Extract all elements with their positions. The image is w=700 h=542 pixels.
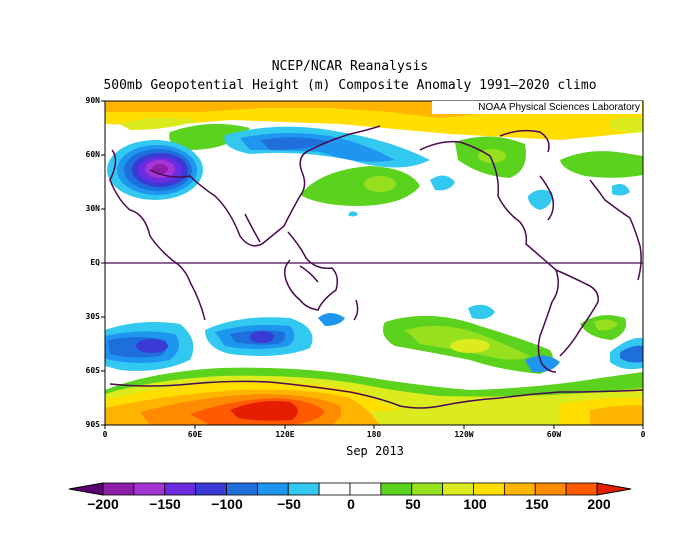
colorbar-tick-label: −200 [87,496,119,512]
lat-label: 30N [85,204,100,213]
colorbar-box [318,482,351,496]
colorbar-box [503,482,536,496]
lat-label: 90N [85,96,100,105]
lat-label: EQ [90,258,100,267]
colorbar-box [287,482,320,496]
lat-label: 60S [85,366,100,375]
colorbar-box [534,482,567,496]
anomaly-field [105,101,643,425]
lon-label: 120W [454,430,474,439]
lon-label: 120E [275,430,295,439]
colorbar-tick-label: 100 [463,496,487,512]
lon-label: 0 [102,430,108,439]
chart-title: NCEP/NCAR Reanalysis [271,59,429,74]
colorbar-end-high [596,482,632,496]
lon-label: 60W [546,430,562,439]
atlantic-positive [560,151,643,178]
lon-label: 60E [187,430,203,439]
axis-ticks [101,100,644,429]
north-pacific-positive [300,166,420,206]
lon-label: 180 [366,430,382,439]
credit-label: NOAA Physical Sciences Laboratory [432,101,642,114]
colorbar-box [195,482,227,496]
lat-label: 30S [85,312,100,321]
colorbar-tick-label: 0 [347,496,355,512]
colorbar-box [411,482,444,496]
colorbar-box [565,482,598,496]
lat-label: 60N [85,150,100,159]
colorbar-tick-label: 150 [525,496,549,512]
colorbar-tick-label: 50 [405,496,421,512]
colorbar-tick-label: −100 [211,496,243,512]
colorbar-box [226,482,258,496]
colorbar-box [164,482,197,496]
period-label: Sep 2013 [346,444,404,458]
colorbar-box [349,482,382,496]
colorbar-box [133,482,166,496]
colorbar-box [473,482,505,496]
colorbar-tick-label: −50 [277,496,301,512]
lat-label: 90S [85,420,100,429]
colorbar-box [442,482,474,496]
lon-label: 0 [640,430,646,439]
colorbar [68,482,632,496]
colorbar-box [380,482,413,496]
colorbar-tick-label: 200 [587,496,611,512]
colorbar-tick-label: −150 [149,496,181,512]
colorbar-box [256,482,289,496]
colorbar-end-low [68,482,104,496]
coastlines [109,125,643,409]
chart-subtitle: 500mb Geopotential Height (m) Composite … [103,78,597,93]
colorbar-box [102,482,135,496]
